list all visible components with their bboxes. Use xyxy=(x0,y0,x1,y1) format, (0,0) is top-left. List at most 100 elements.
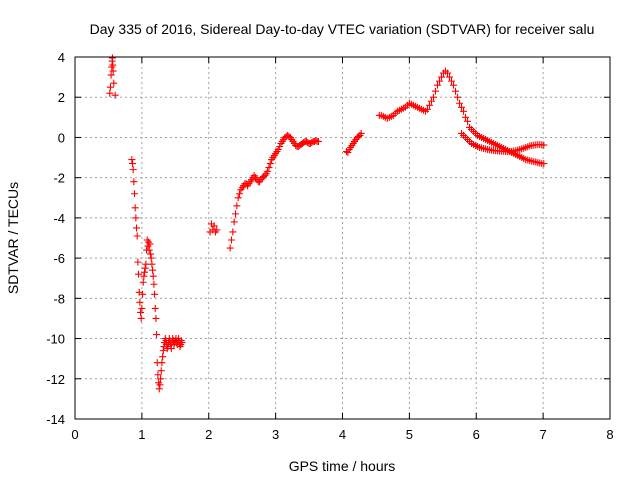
data-point xyxy=(431,87,439,95)
data-point xyxy=(131,190,139,198)
x-tick-label: 6 xyxy=(473,427,480,442)
data-point xyxy=(227,236,235,244)
x-tick-label: 2 xyxy=(205,427,212,442)
data-point xyxy=(462,113,470,121)
data-point xyxy=(344,149,352,157)
data-point xyxy=(234,194,242,202)
y-axis-title: SDTVAR / TECUs xyxy=(5,182,21,294)
data-point xyxy=(450,81,458,89)
data-point xyxy=(159,353,167,361)
data-point xyxy=(148,260,156,268)
data-point xyxy=(229,228,237,236)
y-tick-label: -2 xyxy=(53,171,65,186)
data-point xyxy=(276,142,284,150)
data-point xyxy=(129,160,137,168)
grid xyxy=(75,57,610,419)
data-point xyxy=(130,178,138,186)
series-seg1 xyxy=(106,54,119,99)
data-point xyxy=(437,73,445,81)
data-point xyxy=(167,345,175,353)
data-point xyxy=(435,77,443,85)
data-point xyxy=(109,67,117,75)
data-point xyxy=(152,314,160,322)
y-tick-label: -10 xyxy=(46,332,65,347)
series-seg7 xyxy=(458,129,548,156)
x-tick-label: 8 xyxy=(606,427,613,442)
data-point xyxy=(265,164,273,172)
data-point xyxy=(423,105,431,113)
data-point xyxy=(129,166,137,174)
plot-frame xyxy=(74,56,611,420)
data-point xyxy=(111,91,119,99)
data-point xyxy=(137,308,145,316)
data-point xyxy=(460,107,468,115)
data-point xyxy=(151,290,159,298)
data-point xyxy=(107,71,115,79)
data-point xyxy=(149,266,157,274)
data-point xyxy=(145,246,153,254)
data-point xyxy=(427,97,435,105)
data-points xyxy=(106,54,548,393)
x-axis-title: GPS time / hours xyxy=(289,458,396,474)
data-point xyxy=(138,304,146,312)
data-point xyxy=(446,73,453,81)
data-point xyxy=(425,101,433,109)
data-point xyxy=(156,381,164,389)
data-point xyxy=(133,232,141,240)
series-seg2 xyxy=(128,156,186,393)
data-point xyxy=(266,160,274,168)
series-seg5 xyxy=(343,129,365,157)
data-point xyxy=(131,204,139,212)
data-point xyxy=(155,385,163,393)
y-tick-label: -14 xyxy=(46,412,65,427)
x-tick-label: 5 xyxy=(406,427,413,442)
data-point xyxy=(133,224,141,232)
y-tick-label: -4 xyxy=(53,211,65,226)
data-point xyxy=(458,103,466,111)
data-point xyxy=(157,367,165,375)
data-point xyxy=(150,280,158,288)
data-point xyxy=(128,156,136,164)
data-point xyxy=(274,146,282,154)
data-point xyxy=(142,260,150,268)
chart-title: Day 335 of 2016, Sidereal Day-to-day VTE… xyxy=(90,21,595,37)
data-point xyxy=(106,89,114,97)
data-point xyxy=(159,347,167,355)
series-seg6 xyxy=(375,67,548,168)
data-point xyxy=(452,87,460,95)
y-tick-label: -8 xyxy=(53,291,65,306)
x-tick-label: 3 xyxy=(272,427,279,442)
data-point xyxy=(154,371,162,379)
data-point xyxy=(236,190,244,198)
data-point xyxy=(357,129,365,137)
data-point xyxy=(147,250,155,258)
data-point xyxy=(139,290,147,298)
data-point xyxy=(132,214,140,222)
data-point xyxy=(139,278,147,286)
data-point xyxy=(264,168,272,176)
data-point xyxy=(210,222,218,230)
data-point xyxy=(110,79,118,87)
data-point xyxy=(213,226,221,234)
data-point xyxy=(140,272,148,280)
data-point xyxy=(540,160,548,168)
data-point xyxy=(233,202,241,210)
series-seg4 xyxy=(226,131,322,252)
data-point xyxy=(448,77,456,85)
series-seg3 xyxy=(206,220,221,236)
data-point xyxy=(134,258,142,266)
data-point xyxy=(151,304,159,312)
y-tick-label: -6 xyxy=(53,251,65,266)
y-tick-label: 2 xyxy=(58,90,65,105)
data-point xyxy=(108,54,116,62)
data-point xyxy=(109,61,117,69)
data-point xyxy=(146,240,154,248)
y-tick-label: 0 xyxy=(58,130,65,145)
data-point xyxy=(540,141,548,149)
data-point xyxy=(178,339,186,347)
data-point xyxy=(141,268,149,276)
data-point xyxy=(153,331,161,339)
data-point xyxy=(147,254,155,262)
x-tick-label: 1 xyxy=(138,427,145,442)
